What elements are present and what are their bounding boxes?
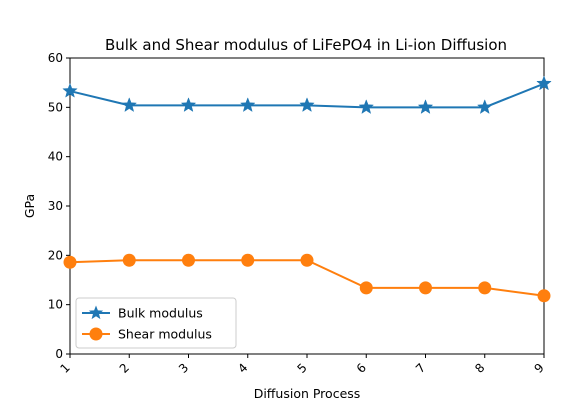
data-point xyxy=(358,99,375,114)
data-point xyxy=(300,253,314,267)
data-point xyxy=(536,75,552,91)
series-bulk-modulus xyxy=(62,75,552,114)
x-tick-label: 1 xyxy=(58,361,73,376)
data-point xyxy=(180,97,197,112)
chart-title: Bulk and Shear modulus of LiFePO4 in Li-… xyxy=(105,36,507,54)
x-tick-label: 9 xyxy=(532,361,547,376)
legend-label: Shear modulus xyxy=(118,327,212,342)
data-point xyxy=(419,281,432,295)
data-point xyxy=(478,281,492,295)
data-point xyxy=(299,97,315,112)
x-axis-label: Diffusion Process xyxy=(254,386,361,401)
data-point xyxy=(359,281,373,295)
y-tick-label: 50 xyxy=(48,100,63,114)
legend: Bulk modulus Shear modulus xyxy=(75,297,237,349)
legend-label: Bulk modulus xyxy=(118,306,203,321)
y-axis-label: GPa xyxy=(22,194,37,218)
legend-marker xyxy=(89,327,103,341)
series-layer xyxy=(62,75,552,303)
y-tick-label: 20 xyxy=(48,248,63,262)
y-tick-label: 0 xyxy=(55,347,63,361)
x-tick-label: 4 xyxy=(235,361,250,376)
y-tick-label: 30 xyxy=(48,199,63,213)
x-tick-label: 2 xyxy=(117,361,132,376)
legend-item: Shear modulus xyxy=(82,327,212,342)
y-tick-label: 10 xyxy=(48,298,63,312)
x-tick-label: 7 xyxy=(413,361,428,376)
data-point xyxy=(62,82,78,98)
data-point xyxy=(121,97,138,112)
y-tick-label: 60 xyxy=(48,51,63,65)
data-point xyxy=(476,99,493,114)
data-point xyxy=(122,253,136,267)
data-point xyxy=(182,253,195,267)
data-point xyxy=(239,97,256,112)
legend-marker xyxy=(88,305,104,320)
x-tick-label: 5 xyxy=(295,361,310,376)
data-point xyxy=(417,99,434,114)
series-shear-modulus xyxy=(63,253,551,303)
data-point xyxy=(241,253,255,267)
y-axis: 0 10 20 30 40 50 60 xyxy=(48,51,70,361)
y-tick-label: 40 xyxy=(48,150,63,164)
x-tick-label: 3 xyxy=(176,361,191,376)
x-tick-label: 8 xyxy=(472,361,487,376)
x-axis: 1 2 3 4 5 6 7 8 9 xyxy=(58,354,547,376)
legend-item: Bulk modulus xyxy=(82,305,203,321)
x-tick-label: 6 xyxy=(354,361,369,376)
data-point xyxy=(63,255,77,269)
legend-box xyxy=(75,297,237,349)
data-point xyxy=(537,289,551,303)
